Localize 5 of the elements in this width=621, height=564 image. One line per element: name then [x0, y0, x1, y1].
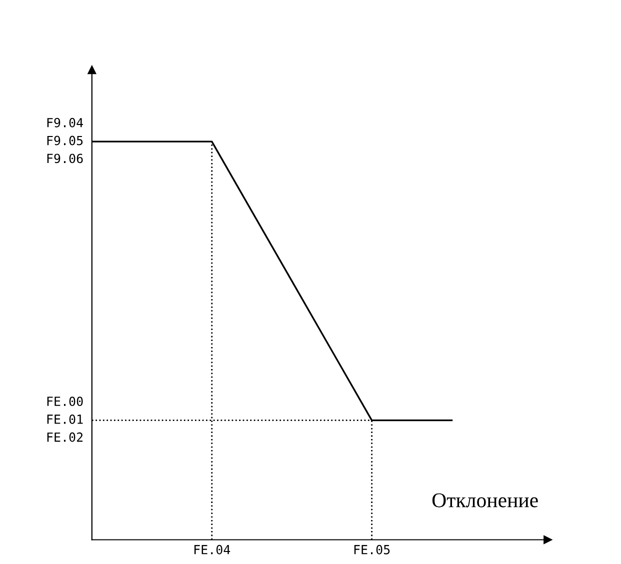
x-tick-label: FE.04: [194, 544, 230, 554]
x-tick-label: FE.05: [354, 544, 390, 554]
annotation: F9.04 F9.05 F9.06: [47, 118, 83, 164]
ref-line-label: FE.00 FE.01 FE.02: [47, 396, 83, 442]
x-axis-title: Отклонение: [432, 493, 538, 508]
